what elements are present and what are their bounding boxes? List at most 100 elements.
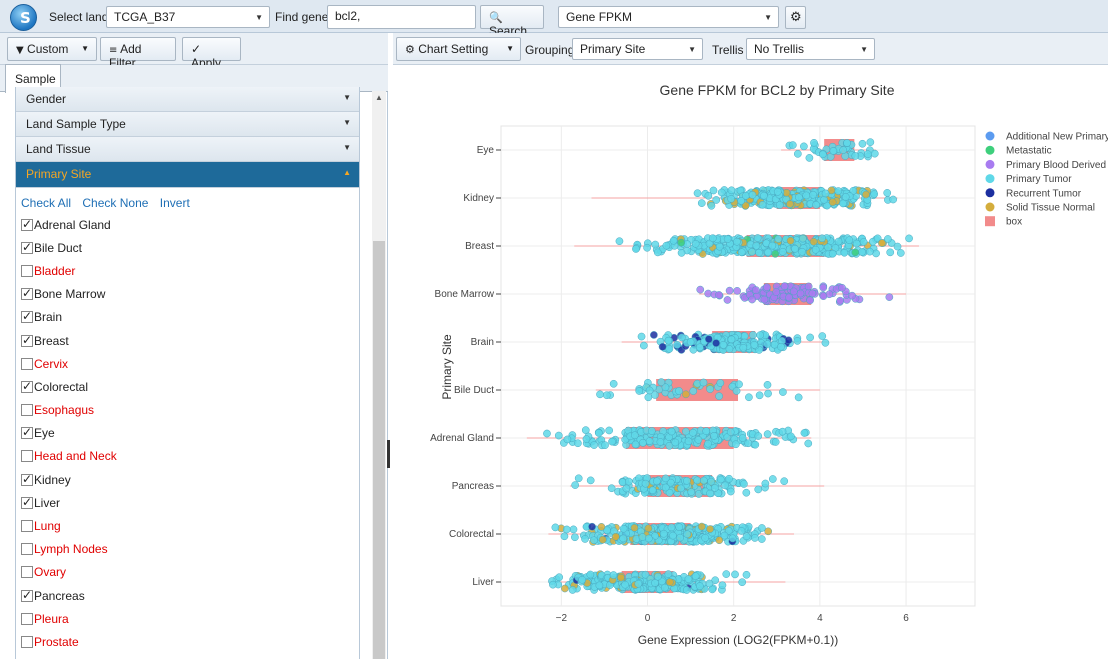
data-point [677, 484, 685, 493]
trellis-select[interactable]: No Trellis ▼ [746, 38, 875, 60]
data-point [630, 431, 639, 440]
facet-option-lymph-nodes[interactable]: Lymph Nodes [16, 537, 359, 560]
data-point [651, 579, 659, 587]
facet-option-label: Esophagus [34, 403, 95, 418]
data-point [605, 426, 613, 435]
facet-option-breast[interactable]: Breast [16, 328, 359, 351]
category-label: Eye [477, 145, 495, 156]
data-point [677, 238, 686, 247]
checkbox[interactable] [21, 472, 33, 486]
add-filter-button[interactable]: ≡ Add Filter [100, 37, 176, 70]
gear-icon: ⚙ [790, 10, 802, 25]
facet-option-pleura[interactable]: Pleura [16, 606, 359, 629]
settings-button[interactable]: ⚙ [785, 6, 806, 29]
facet-option-brain[interactable]: Brain [16, 305, 359, 328]
checkbox[interactable] [21, 450, 33, 463]
check-none-link[interactable]: Check None [82, 196, 149, 210]
data-point [669, 531, 677, 540]
checkbox[interactable] [21, 588, 33, 602]
checkbox[interactable] [21, 357, 33, 370]
checkbox[interactable] [21, 520, 33, 533]
land-select[interactable]: TCGA_B37 ▼ [106, 6, 270, 28]
expression-chart[interactable]: Gene FPKM for BCL2 by Primary Site Eye Ki… [393, 65, 1108, 659]
data-point [758, 524, 766, 532]
facet-header-gender[interactable]: Gender ▼ [16, 87, 359, 112]
checkbox[interactable] [21, 240, 33, 254]
data-point [721, 481, 729, 490]
search-button[interactable]: 🔍 Search [480, 5, 544, 38]
facet-option-kidney[interactable]: Kidney [16, 467, 359, 490]
facet-option-head-and-neck[interactable]: Head and Neck [16, 444, 359, 467]
facet-option-adrenal-gland[interactable]: Adrenal Gland [16, 212, 359, 235]
data-point [800, 429, 809, 437]
facet-option-bile-duct[interactable]: Bile Duct [16, 235, 359, 258]
facet-option-lung[interactable]: Lung [16, 513, 359, 536]
facet-option-colorectal[interactable]: Colorectal [16, 374, 359, 397]
category-label: Liver [472, 577, 494, 588]
data-point [598, 535, 607, 544]
facet-option-skin[interactable]: Skin [16, 653, 359, 659]
checkbox[interactable] [21, 495, 33, 509]
data-point [884, 235, 892, 243]
data-point [707, 201, 716, 210]
scroll-up-icon[interactable]: ▲ [375, 93, 383, 102]
facet-header-primary-site[interactable]: Primary Site ▲ [16, 162, 359, 188]
data-point [641, 479, 650, 488]
data-point [741, 201, 750, 210]
data-point [751, 440, 760, 449]
data-point [723, 235, 732, 243]
checkbox[interactable] [21, 404, 33, 417]
category-label: Brain [471, 337, 494, 348]
splitter-handle[interactable] [387, 440, 390, 468]
data-point [756, 331, 764, 339]
facet-header-land-tissue[interactable]: Land Tissue ▼ [16, 137, 359, 162]
check-all-link[interactable]: Check All [21, 196, 72, 210]
checkbox[interactable] [21, 379, 33, 393]
facet-option-ovary[interactable]: Ovary [16, 560, 359, 583]
facet-option-esophagus[interactable]: Esophagus [16, 398, 359, 421]
data-point [709, 186, 718, 195]
facet-option-cervix[interactable]: Cervix [16, 351, 359, 374]
grouping-select[interactable]: Primary Site ▼ [572, 38, 703, 60]
custom-button[interactable]: ▼ Custom ▼ [7, 37, 97, 61]
checkbox[interactable] [21, 264, 33, 277]
checkbox[interactable] [21, 635, 33, 648]
facet-scrollbar[interactable]: ▲ [372, 91, 386, 659]
gene-search-input[interactable]: bcl2, [327, 5, 476, 29]
app-logo[interactable]: S [10, 4, 37, 31]
chart-setting-button[interactable]: ⚙ Chart Setting ▼ [396, 37, 521, 61]
checkbox[interactable] [21, 217, 33, 231]
data-point [706, 525, 714, 533]
data-point [689, 387, 698, 395]
primary-site-options: Adrenal Gland Bile Duct Bladder Bone Marrow… [16, 212, 359, 659]
data-point [644, 524, 653, 533]
data-point [793, 337, 802, 345]
facet-option-prostate[interactable]: Prostate [16, 629, 359, 652]
checkbox[interactable] [21, 566, 33, 579]
data-point [778, 247, 787, 256]
apply-button[interactable]: ✓ Apply [182, 37, 241, 70]
data-point [773, 187, 782, 196]
checkbox[interactable] [21, 309, 33, 324]
data-point [836, 296, 845, 305]
facet-option-bladder[interactable]: Bladder [16, 258, 359, 281]
invert-link[interactable]: Invert [159, 196, 190, 210]
measure-select[interactable]: Gene FPKM ▼ [558, 6, 779, 28]
scrollbar-thumb[interactable] [373, 241, 385, 659]
checkbox[interactable] [21, 543, 33, 556]
data-point [607, 484, 616, 493]
facet-option-label: Eye [34, 426, 55, 441]
data-point [896, 249, 905, 257]
facet-option-liver[interactable]: Liver [16, 490, 359, 513]
checkbox[interactable] [21, 612, 33, 625]
facet-option-bone-marrow[interactable]: Bone Marrow [16, 282, 359, 305]
facet-header-land-sample-type[interactable]: Land Sample Type ▼ [16, 112, 359, 137]
checkbox[interactable] [21, 333, 33, 347]
facet-option-eye[interactable]: Eye [16, 421, 359, 444]
facet-option-pancreas[interactable]: Pancreas [16, 583, 359, 606]
checkbox[interactable] [21, 425, 33, 440]
data-point [651, 391, 659, 399]
checkbox[interactable] [21, 286, 33, 301]
data-point [789, 287, 798, 296]
data-point [726, 487, 735, 496]
